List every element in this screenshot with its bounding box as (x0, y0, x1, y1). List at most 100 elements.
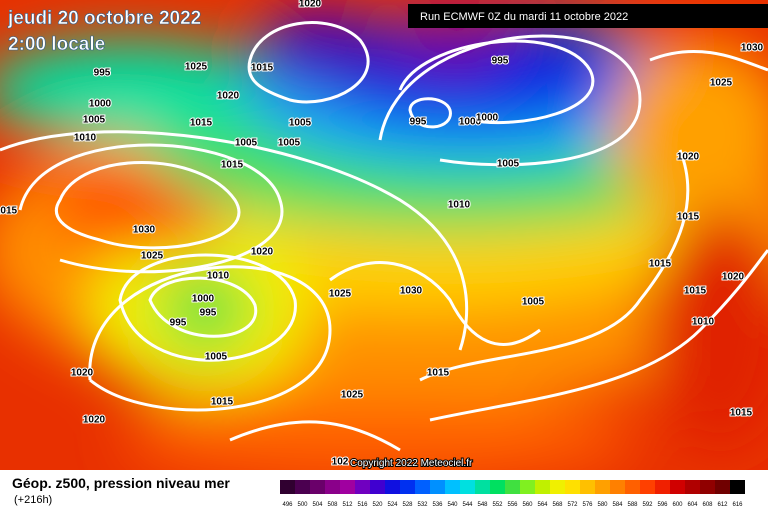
isobar-label: 1025 (329, 289, 352, 300)
isobar-label: 995 (410, 117, 427, 128)
isobar-label: 1025 (185, 62, 208, 73)
legend-label: 588 (627, 502, 638, 508)
legend-swatch (640, 480, 655, 494)
legend-label: 508 (327, 502, 338, 508)
isobar-label: 1025 (710, 78, 733, 89)
legend-label: 592 (642, 502, 653, 508)
legend-label: 572 (567, 502, 578, 508)
legend-swatch (325, 480, 340, 494)
isobar-label: 1015 (221, 160, 244, 171)
isobar-label: 1020 (217, 91, 240, 102)
legend-label: 568 (552, 502, 563, 508)
isobar-label: 1020 (677, 152, 700, 163)
isobar-label: 1025 (141, 251, 164, 262)
isobars (0, 21, 768, 452)
legend-swatch (595, 480, 610, 494)
legend-label: 596 (657, 502, 668, 508)
isobar-label: 1030 (133, 225, 156, 236)
isobar-label: 1015 (211, 397, 234, 408)
legend-label: 504 (312, 502, 323, 508)
legend-label: 584 (612, 502, 623, 508)
legend-label: 496 (282, 502, 293, 508)
legend-swatch (370, 480, 385, 494)
isobar-label: 1000 (89, 99, 112, 110)
isobar-label: 1000 (459, 117, 482, 128)
legend-swatch (550, 480, 565, 494)
isobar-label: 1015 (427, 368, 450, 379)
map-field: 1020 995 1025 1015 1000 1005 1020 1015 1010 1005 1… (0, 0, 768, 470)
legend-label: 528 (402, 502, 413, 508)
isobar-label: 1015 (190, 118, 213, 129)
isobar-label: 1010 (207, 271, 230, 282)
legend-swatch (700, 480, 715, 494)
legend-swatch (340, 480, 355, 494)
legend-swatch (715, 480, 730, 494)
isobar-label: 1005 (205, 352, 228, 363)
isobar-label: 1010 (692, 317, 715, 328)
legend-label: 540 (447, 502, 458, 508)
legend-label: 612 (717, 502, 728, 508)
legend-swatch (295, 480, 310, 494)
legend-swatch (535, 480, 550, 494)
legend-label: 524 (387, 502, 398, 508)
legend-label: 500 (297, 502, 308, 508)
legend-label: 608 (702, 502, 713, 508)
isobar-label: 995 (492, 56, 509, 67)
legend-swatch (685, 480, 700, 494)
legend-label: 532 (417, 502, 428, 508)
isobar-label: 1000 (476, 113, 499, 124)
legend-swatch (475, 480, 490, 494)
footer-lead: (+216h) (14, 494, 52, 506)
legend-swatch (445, 480, 460, 494)
isobar-label: 102 (332, 457, 349, 468)
isobar-label: 995 (170, 318, 187, 329)
isobar-label: 1005 (235, 138, 258, 149)
legend-swatch (415, 480, 430, 494)
legend-label: 564 (537, 502, 548, 508)
legend-swatch (655, 480, 670, 494)
legend-label: 548 (477, 502, 488, 508)
legend-swatch (730, 480, 745, 494)
legend-swatch (385, 480, 400, 494)
legend-swatch (565, 480, 580, 494)
isobar-label: 1015 (649, 259, 672, 270)
isobar-label: 1010 (74, 133, 97, 144)
legend-label: 556 (507, 502, 518, 508)
isobar-label: 1005 (278, 138, 301, 149)
isobar-label: 995 (200, 308, 217, 319)
color-legend: 496 500 504 508 512 516 520 524 528 532 536 540 544 5… (280, 480, 745, 508)
copyright: Copyright 2022 Meteociel.fr (350, 458, 473, 469)
isobar-label: 1020 (251, 247, 274, 258)
isobar-label: 995 (94, 68, 111, 79)
footer-title: Géop. z500, pression niveau mer (12, 475, 230, 491)
isobar-label: 1015 (684, 286, 707, 297)
isobar-label: 1000 (192, 294, 215, 305)
run-text: Run ECMWF 0Z du mardi 11 octobre 2022 (420, 11, 628, 23)
legend-label: 512 (342, 502, 353, 508)
isobar-label: 1025 (341, 390, 364, 401)
isobar-label: 1005 (289, 118, 312, 129)
isobar-label: 1020 (71, 368, 94, 379)
legend-label: 604 (687, 502, 698, 508)
legend-swatch (610, 480, 625, 494)
run-banner (408, 4, 768, 28)
time-text: 2:00 locale (8, 34, 105, 55)
isobar-label: 1030 (400, 286, 423, 297)
isobar-label: 1015 (677, 212, 700, 223)
isobar-label: 1020 (299, 0, 322, 10)
legend-label: 560 (522, 502, 533, 508)
legend-label: 544 (462, 502, 473, 508)
legend-swatch (460, 480, 475, 494)
legend-swatch (430, 480, 445, 494)
legend-swatch (520, 480, 535, 494)
legend-swatch (400, 480, 415, 494)
isobar-label: 1020 (83, 415, 106, 426)
legend-swatch (310, 480, 325, 494)
isobar-label: 1015 (730, 408, 753, 419)
isobar-label: 1005 (83, 115, 106, 126)
legend-label: 536 (432, 502, 443, 508)
legend-swatch (625, 480, 640, 494)
legend-label: 616 (732, 502, 743, 508)
legend-label: 516 (357, 502, 368, 508)
